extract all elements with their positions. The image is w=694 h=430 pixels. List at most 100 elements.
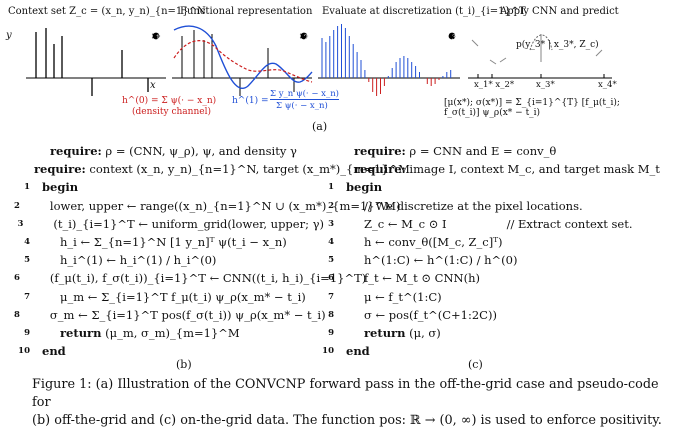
algorithm-line: 3 (t_i)_{i=1}^T ← uniform_grid(lower, upp… — [14, 215, 324, 233]
caption-line-1: Figure 1: (a) Illustration of the CONVCN… — [32, 377, 659, 410]
line-text: // We discretize at the pixel locations. — [364, 198, 583, 213]
prediction-plot — [468, 34, 612, 79]
line-text: require: ρ = CNN and E = conv_θ — [354, 144, 557, 159]
algorithm-line: 10 end — [14, 342, 324, 360]
keyword: require: — [34, 162, 86, 177]
h0-curve — [173, 40, 313, 83]
algorithm-line: 8 σ ← pos(f_t^(C+1:2C)) — [318, 306, 678, 324]
figure-caption: Figure 1: (a) Illustration of the CONVCN… — [32, 376, 672, 430]
line-number: 7 — [24, 291, 30, 302]
line-number: 9 — [328, 327, 334, 338]
context-set-plot: 1 — [26, 28, 166, 96]
line-comment: // Extract context set. — [506, 216, 633, 231]
algorithm-line: 9 return (μ_m, σ_m)_{m=1}^M — [14, 324, 324, 342]
caption-line-2: (b) off-the-grid and (c) on-the-grid dat… — [32, 413, 662, 428]
line-number: 6 — [328, 273, 334, 284]
line-text: h^(1:C) ← h^(1:C) / h^(0) — [364, 253, 518, 268]
line-text: end — [346, 344, 370, 358]
algorithm-line: 1 begin — [14, 178, 324, 196]
algorithm-line: require: ρ = (CNN, ψ_ρ), ψ, and density … — [14, 142, 324, 160]
line-number: 1 — [328, 182, 334, 193]
discretization-plot: 3 — [318, 24, 460, 96]
keyword: require: — [354, 162, 406, 177]
line-text: Z_c ← M_c ⊙ I — [364, 216, 447, 231]
algorithm-line: 7 μ ← f_t^(1:C) — [318, 288, 678, 306]
xstar-label-12: x_1* x_2* — [474, 80, 515, 90]
line-number: 5 — [24, 255, 30, 266]
panel-a-graphics: 1 2 3 — [26, 24, 612, 96]
line-text: σ ← pos(f_t^(C+1:2C)) — [364, 307, 497, 322]
line-text: return (μ, σ) — [364, 325, 441, 340]
line-text: h ← conv_θ([M_c, Z_c]ᵀ) — [364, 235, 503, 250]
line-number: 4 — [24, 237, 30, 248]
line-text: (f_μ(t_i), f_σ(t_i))_{i=1}^T ← CNN((t_i,… — [49, 271, 367, 286]
algorithm-off-the-grid: require: ρ = (CNN, ψ_ρ), ψ, and density … — [14, 142, 410, 360]
line-text: lower, upper ← range((x_n)_{n=1}^N ∪ (x_… — [49, 198, 401, 213]
header-functional-representation: Functional representation — [180, 6, 313, 17]
algorithm-line: 7 μ_m ← Σ_{i=1}^T f_μ(t_i) ψ_ρ(x_m* − t_i… — [14, 288, 324, 306]
algorithm-line: 8 σ_m ← Σ_{i=1}^T pos(f_σ(t_i)) ψ_ρ(x_m* … — [14, 306, 326, 324]
line-number: 3 — [328, 218, 334, 229]
h0-formula: h^(0) = Σ ψ(· − x_n) — [122, 96, 217, 106]
step-1-number: 1 — [156, 34, 160, 42]
algorithm-line: require: context (x_n, y_n)_{n=1}^N, tar… — [14, 160, 410, 178]
header-apply-cnn: Apply CNN and predict — [500, 6, 619, 17]
xstar-label-4: x_4* — [598, 80, 617, 90]
algorithm-line: 2 lower, upper ← range((x_n)_{n=1}^N ∪ (x… — [14, 197, 401, 215]
line-text: require: context (x_n, y_n)_{n=1}^N, tar… — [34, 162, 410, 177]
h1-formula-lhs: h^(1) = — [232, 96, 269, 106]
keyword: begin — [346, 180, 383, 195]
line-number: 8 — [328, 309, 334, 320]
line-number: 5 — [328, 255, 334, 266]
step-2-number: 2 — [304, 34, 308, 42]
line-text: μ ← f_t^(1:C) — [364, 289, 442, 304]
algorithm-line: 2 // We discretize at the pixel locations… — [318, 197, 678, 215]
header-context-set: Context set Z_c = (x_n, y_n)_{n=1}^N — [8, 6, 206, 17]
keyword: return — [60, 325, 102, 340]
keyword: begin — [42, 180, 79, 195]
line-text: require: image I, context M_c, and targe… — [354, 162, 660, 177]
line-number: 7 — [328, 291, 334, 302]
xstar-label-3: x_3* — [536, 80, 555, 90]
panel-b-label: (b) — [176, 358, 192, 371]
algorithm-line: 4 h_i ← Σ_{n=1}^N [1 y_n]ᵀ ψ(t_i − x_n) — [14, 233, 324, 251]
algorithm-line: 9 return (μ, σ) — [318, 324, 678, 342]
keyword: require: — [50, 144, 102, 159]
prediction-formula: [μ(x*); σ(x*)] = Σ_{i=1}^{T} [f_μ(t_i); … — [444, 98, 620, 118]
h1-formula-numerator: Σ y_n ψ(· − x_n) — [270, 89, 339, 100]
line-number: 10 — [18, 346, 30, 357]
functional-representation-plot: 2 — [172, 25, 313, 96]
y-axis-label: y — [6, 30, 12, 41]
algorithm-line: 3 Z_c ← M_c ⊙ I // Extract context set. — [318, 215, 678, 233]
line-number: 10 — [322, 346, 334, 357]
algorithm-line: 5 h^(1:C) ← h^(1:C) / h^(0) — [318, 251, 678, 269]
line-text: return (μ_m, σ_m)_{m=1}^M — [60, 325, 240, 340]
algorithm-line: require: image I, context M_c, and targe… — [318, 160, 678, 178]
line-number: 9 — [24, 327, 30, 338]
algorithm-line: 4 h ← conv_θ([M_c, Z_c]ᵀ) — [318, 233, 678, 251]
predictive-distribution-label: p(y_3* | x_3*, Z_c) — [516, 40, 599, 50]
step-3-number: 3 — [452, 34, 456, 42]
line-number: 6 — [14, 273, 20, 284]
panel-c-label: (c) — [468, 358, 483, 371]
line-text: h_i ← Σ_{n=1}^N [1 y_n]ᵀ ψ(t_i − x_n) — [60, 235, 287, 250]
line-text: σ_m ← Σ_{i=1}^T pos(f_σ(t_i)) ψ_ρ(x_m* −… — [49, 307, 326, 322]
algorithm-line: require: ρ = CNN and E = conv_θ — [318, 142, 678, 160]
panel-a-label: (a) — [312, 120, 328, 133]
algorithm-line: 6 f_t ← M_t ⊙ CNN(h) — [318, 269, 678, 287]
line-number: 4 — [328, 237, 334, 248]
line-number: 2 — [328, 200, 334, 211]
step-3-dot — [448, 32, 456, 40]
density-channel-label: (density channel) — [132, 107, 211, 117]
line-number: 2 — [14, 200, 20, 211]
line-text: (t_i)_{i=1}^T ← uniform_grid(lower, uppe… — [53, 216, 324, 231]
algorithm-line: 5 h_i^(1) ← h_i^(1) / h_i^(0) — [14, 251, 324, 269]
line-number: 3 — [17, 218, 24, 229]
algorithm-line: 6 (f_μ(t_i), f_σ(t_i))_{i=1}^T ← CNN((t_i… — [14, 269, 366, 287]
keyword: return — [364, 325, 406, 340]
line-number: 1 — [24, 182, 30, 193]
keyword: require: — [354, 144, 406, 159]
line-text: μ_m ← Σ_{i=1}^T f_μ(t_i) ψ_ρ(x_m* − t_i) — [60, 289, 306, 304]
algorithm-line: 1 begin — [318, 178, 678, 196]
x-axis-label: x — [150, 80, 156, 91]
